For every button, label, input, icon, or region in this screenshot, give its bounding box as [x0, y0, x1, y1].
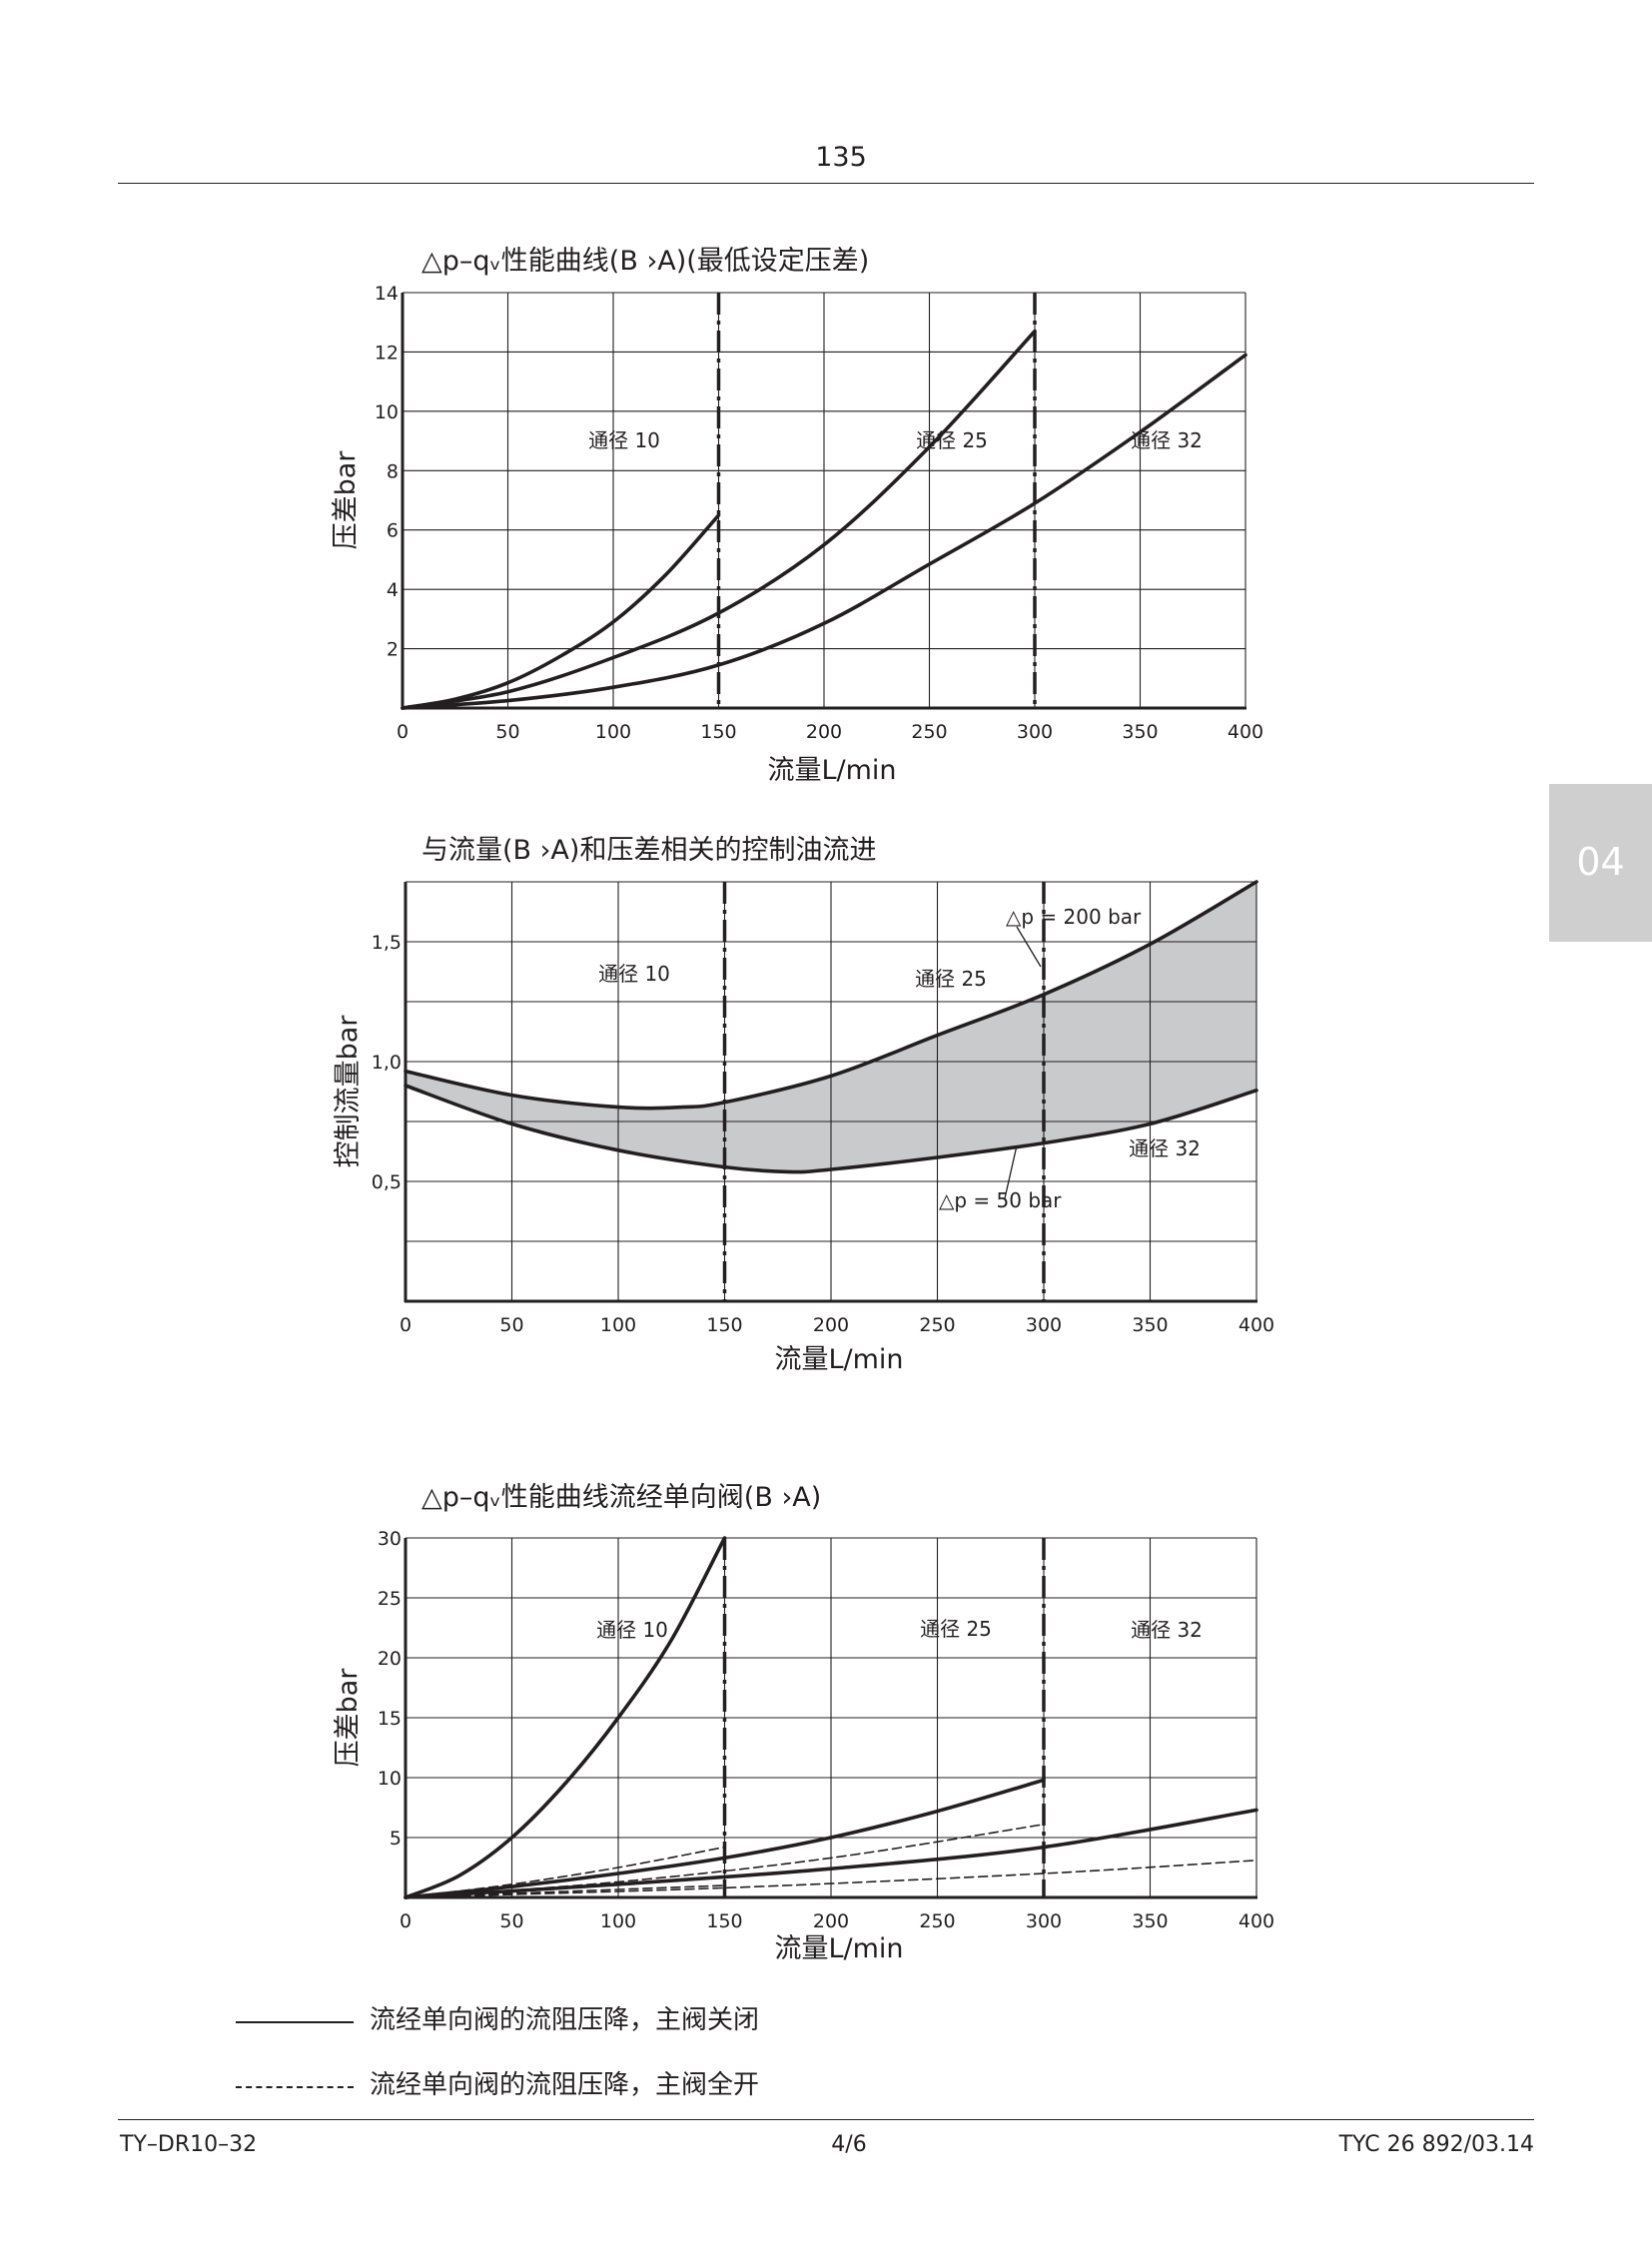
x-tick-label: 0 [400, 1910, 412, 1932]
x-tick-label: 250 [911, 721, 947, 743]
series-line [404, 880, 1258, 1111]
series-line [401, 329, 1037, 710]
y-tick-label: 1,0 [372, 1052, 402, 1074]
series-line [401, 353, 1247, 710]
legend-solid-label: 流经单向阀的流阻压降，主阀关闭 [370, 2005, 760, 2035]
x-tick-label: 350 [1132, 1910, 1168, 1932]
footer-page-count: 4/6 [831, 2132, 867, 2157]
x-tick-label: 100 [595, 721, 631, 743]
y-tick-label: 0,5 [372, 1171, 402, 1193]
x-tick-label: 100 [600, 1314, 636, 1336]
annotation-label: 通径 10 [596, 1618, 668, 1642]
annotation-label: 通径 25 [920, 1617, 992, 1641]
chart-control-oil-flow: 0 50 100 150 200 250 300 350 400 0,5 1,0 1,5 通径 10 通径… [333, 835, 1274, 1375]
annotation-pointer [1016, 926, 1042, 968]
chart-pressure-diff-min: 0 50 100 150 200 250 300 350 400 2 4 6 8 10 12 14 通径 10 通… [331, 246, 1263, 786]
x-tick-label: 300 [1026, 1314, 1062, 1336]
y-axis-label: 压差bar [331, 450, 362, 550]
x-tick-label: 200 [813, 1314, 849, 1336]
page-number: 135 [815, 142, 867, 173]
chart-check-valve-pressure: 0 50 100 150 200 250 300 350 400 5 10 15 20 25 30 通径 10… [333, 1482, 1274, 1964]
footer-catalog-number: TYC 26 892/03.14 [1338, 2132, 1534, 2157]
annotation-label: 通径 32 [1129, 1136, 1201, 1160]
x-tick-label: 400 [1239, 1910, 1274, 1932]
x-tick-label: 100 [600, 1910, 636, 1932]
chart-title: 与流量(B ›A)和压差相关的控制油流进 [421, 835, 876, 866]
legend-dashed-label: 流经单向阀的流阻压降，主阀全开 [370, 2070, 760, 2100]
y-axis-label: 压差bar [333, 1668, 364, 1768]
annotation-label: 通径 10 [598, 962, 670, 986]
legend-solid-line [236, 2021, 354, 2023]
x-tick-label: 200 [813, 1910, 849, 1932]
bottom-divider [118, 2119, 1534, 2120]
annotation-label: △p = 200 bar [1006, 905, 1142, 929]
chapter-tab-label: 04 [1576, 840, 1625, 884]
series-line [404, 1084, 1258, 1174]
chart-title: △p–qᵥ性能曲线(B ›A)(最低设定压差) [421, 246, 869, 277]
series-line [401, 513, 721, 710]
y-tick-label: 5 [390, 1828, 402, 1850]
y-tick-label: 30 [378, 1528, 402, 1550]
y-tick-label: 1,5 [372, 932, 402, 954]
x-axis-label: 流量L/min [774, 1344, 903, 1375]
x-tick-label: 50 [499, 1910, 523, 1932]
x-tick-label: 0 [397, 721, 409, 743]
x-tick-label: 400 [1228, 721, 1263, 743]
chart-title: △p–qᵥ性能曲线流经单向阀(B ›A) [421, 1482, 821, 1513]
y-tick-label: 14 [375, 283, 399, 305]
series-line-dashed [405, 1860, 1257, 1898]
y-tick-label: 10 [378, 1768, 402, 1790]
x-tick-label: 50 [499, 1314, 523, 1336]
annotation-label: 通径 25 [916, 428, 988, 452]
x-tick-label: 300 [1026, 1910, 1062, 1932]
x-tick-label: 150 [706, 1910, 742, 1932]
annotation-label: 通径 10 [588, 428, 660, 452]
y-tick-label: 6 [387, 520, 399, 542]
x-tick-label: 350 [1132, 1314, 1168, 1336]
y-tick-label: 2 [387, 639, 399, 661]
annotation-label: 通径 25 [915, 967, 987, 991]
x-tick-label: 150 [700, 721, 736, 743]
x-axis-label: 流量L/min [767, 755, 896, 786]
x-tick-label: 50 [495, 721, 519, 743]
series-line [404, 1778, 1046, 1899]
x-tick-label: 200 [806, 721, 842, 743]
annotation-label: 通径 32 [1131, 1618, 1203, 1642]
series-line-dashed [405, 1824, 1045, 1898]
annotation-label: △p = 50 bar [939, 1188, 1062, 1212]
y-tick-label: 10 [375, 401, 399, 423]
x-tick-label: 350 [1122, 721, 1158, 743]
x-tick-label: 150 [706, 1314, 742, 1336]
y-tick-label: 20 [378, 1648, 402, 1670]
x-axis-label: 流量L/min [774, 1933, 903, 1964]
series-line [404, 1808, 1258, 1899]
x-tick-label: 250 [919, 1910, 955, 1932]
legend-dashed-line [236, 2086, 354, 2088]
x-tick-label: 400 [1239, 1314, 1274, 1336]
y-axis-label: 控制流量bar [333, 1015, 364, 1168]
series-line-dashed [405, 1884, 726, 1898]
series-line-dashed [405, 1846, 726, 1898]
series-line [404, 1536, 727, 1899]
annotation-label: 通径 32 [1131, 428, 1203, 452]
chapter-tab: 04 [1549, 784, 1652, 942]
footer-doc-code: TY–DR10–32 [120, 2132, 258, 2157]
y-tick-label: 8 [387, 460, 399, 482]
y-tick-label: 15 [378, 1708, 402, 1730]
x-tick-label: 300 [1017, 721, 1053, 743]
x-tick-label: 0 [400, 1314, 412, 1336]
y-tick-label: 25 [378, 1588, 402, 1610]
x-tick-label: 250 [919, 1314, 955, 1336]
top-divider [118, 183, 1534, 184]
y-tick-label: 4 [387, 579, 399, 601]
y-tick-label: 12 [375, 342, 399, 364]
annotation-pointer [1004, 1144, 1018, 1199]
